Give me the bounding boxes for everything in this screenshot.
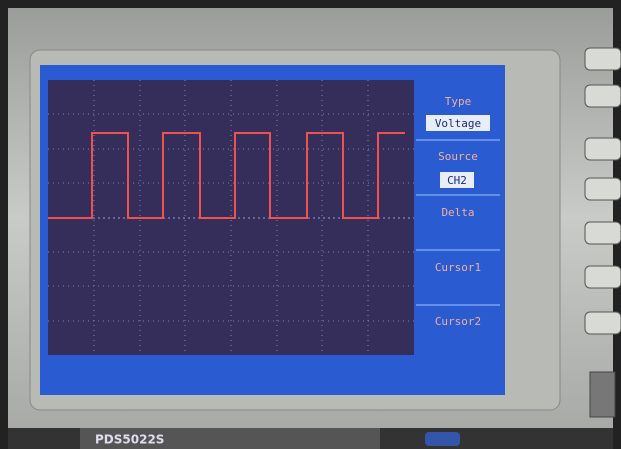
soft-button[interactable]: [585, 312, 621, 334]
menu-label: Source: [438, 150, 478, 163]
menu-label: Delta: [441, 206, 474, 219]
menu-label: Cursor1: [435, 261, 481, 274]
soft-button[interactable]: [585, 222, 621, 244]
menu-label: Type: [445, 95, 472, 108]
usb-port: [590, 372, 615, 417]
soft-button[interactable]: [585, 178, 621, 200]
soft-button[interactable]: [585, 138, 621, 160]
model-label: PDS5022S: [95, 433, 164, 447]
menu-value: Voltage: [435, 117, 481, 130]
menu-value: CH2: [447, 174, 467, 187]
power-button[interactable]: [425, 432, 460, 446]
soft-button[interactable]: [585, 266, 621, 288]
soft-button[interactable]: [585, 48, 621, 70]
soft-button[interactable]: [585, 85, 621, 107]
oscilloscope-photo: PDS5022S Type Voltage Source CH2 Delta C…: [0, 0, 621, 449]
menu-label: Cursor2: [435, 315, 481, 328]
